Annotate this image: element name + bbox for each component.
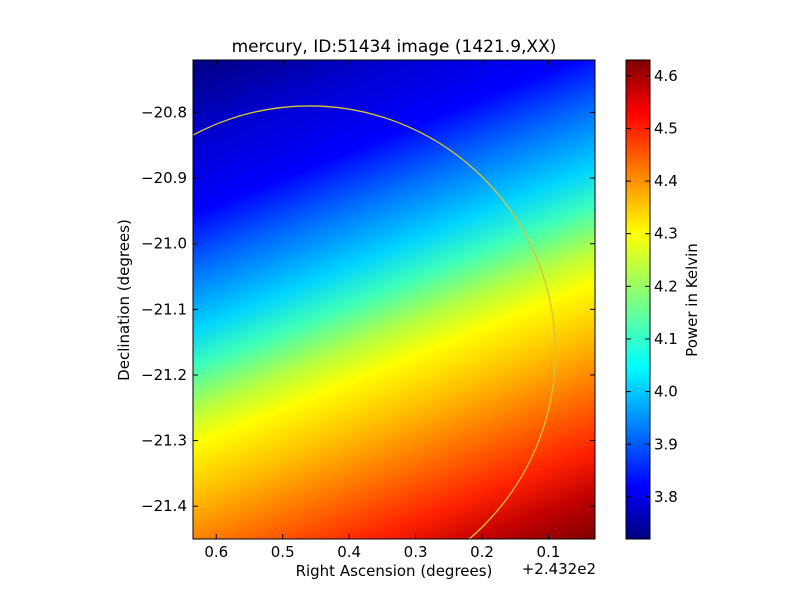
colorbar-tick-label: 4.2 [654, 277, 678, 295]
x-axis: 0.6 0.5 0.4 0.3 0.2 0.1 [204, 60, 560, 561]
chart-title: mercury, ID:51434 image (1421.9,XX) [232, 37, 557, 57]
x-tick-label: 0.4 [337, 543, 361, 561]
y-tick-label: −21.2 [141, 366, 187, 384]
colorbar-tick-label: 4.3 [654, 225, 678, 243]
colorbar-tick-label: 3.8 [654, 488, 678, 506]
x-offset-label: +2.432e2 [522, 560, 596, 578]
colorbar [625, 59, 651, 540]
x-tick-label: 0.6 [204, 543, 228, 561]
colorbar-tick-label: 4.6 [654, 67, 678, 85]
y-tick-label: −20.8 [141, 103, 187, 121]
colorbar-tick-label: 4.4 [654, 172, 678, 190]
colorbar-tick-label: 3.9 [654, 435, 678, 453]
y-tick-label: −21.4 [141, 497, 187, 515]
plot-frame [192, 59, 596, 540]
x-tick-label: 0.1 [537, 543, 561, 561]
y-tick-label: −21.3 [141, 432, 187, 450]
x-tick-label: 0.5 [271, 543, 295, 561]
y-tick-label: −21.1 [141, 300, 187, 318]
colorbar-tick-label: 4.5 [654, 119, 678, 137]
colorbar-axis: 3.8 3.9 4.0 4.1 4.2 4.3 4.4 4.5 4.6 [626, 67, 678, 506]
colorbar-tick-label: 4.0 [654, 383, 678, 401]
source-circle [193, 105, 556, 539]
y-axis: −20.8 −20.9 −21.0 −21.1 −21.2 −21.3 −21.4 [141, 103, 595, 515]
y-tick-label: −20.9 [141, 169, 187, 187]
heatmap-image [193, 60, 595, 539]
colorbar-tick-label: 4.1 [654, 330, 678, 348]
colorbar-label: Power in Kelvin [683, 243, 701, 357]
x-tick-label: 0.3 [404, 543, 428, 561]
x-tick-label: 0.2 [470, 543, 494, 561]
x-axis-label: Right Ascension (degrees) [296, 562, 493, 580]
y-axis-label: Declination (degrees) [115, 219, 133, 381]
y-tick-label: −21.0 [141, 235, 187, 253]
